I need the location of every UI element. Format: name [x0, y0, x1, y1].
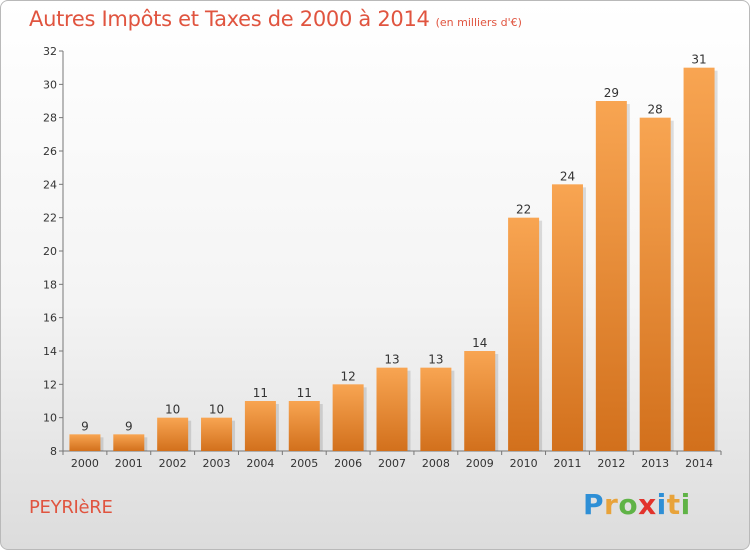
bar[interactable]	[69, 434, 101, 451]
bar-value-label: 9	[125, 419, 133, 433]
x-tick-label: 2012	[597, 457, 625, 470]
proxiti-logo[interactable]: Proxiti	[583, 488, 691, 521]
y-tick-label: 8	[50, 445, 57, 458]
logo-letter: o	[618, 488, 639, 521]
bar-value-label: 31	[691, 53, 706, 67]
x-tick-label: 2002	[159, 457, 187, 470]
x-tick-label: 2006	[334, 457, 362, 470]
bar[interactable]	[332, 384, 364, 451]
y-tick-label: 18	[43, 278, 57, 291]
logo-letter: i	[680, 488, 691, 521]
x-tick-label: 2009	[466, 457, 494, 470]
x-tick-label: 2013	[641, 457, 669, 470]
bars	[69, 67, 718, 452]
bar-value-label: 28	[648, 103, 663, 117]
y-tick-label: 22	[43, 212, 57, 225]
bar-value-label: 13	[384, 353, 399, 367]
bar-value-label: 11	[253, 386, 268, 400]
bar-value-label: 12	[340, 369, 355, 383]
bar-value-label: 11	[297, 386, 312, 400]
bar[interactable]	[201, 417, 233, 451]
bar[interactable]	[595, 101, 627, 451]
bar[interactable]	[420, 367, 452, 451]
bar-value-label: 24	[560, 169, 575, 183]
y-tick-label: 32	[43, 45, 57, 58]
logo-letter: r	[604, 488, 619, 521]
x-tick-label: 2001	[115, 457, 143, 470]
x-tick-label: 2010	[510, 457, 538, 470]
data-labels: 9 9 10 10 11 11 12 13 13 14 22 24 29 28 31	[81, 53, 707, 434]
y-tick-label: 12	[43, 378, 57, 391]
bar[interactable]	[376, 367, 408, 451]
x-tick-label: 2005	[290, 457, 318, 470]
x-tick-label: 2008	[422, 457, 450, 470]
y-tick-label: 26	[43, 145, 57, 158]
y-tick-label: 20	[43, 245, 57, 258]
y-tick-label: 28	[43, 112, 57, 125]
bar-value-label: 14	[472, 336, 487, 350]
bar-value-label: 22	[516, 203, 531, 217]
bar[interactable]	[551, 184, 583, 452]
bar-value-label: 10	[165, 403, 180, 417]
bar[interactable]	[157, 417, 189, 451]
y-tick-label: 10	[43, 412, 57, 425]
x-tick-label: 2004	[246, 457, 274, 470]
x-tick-label: 2007	[378, 457, 406, 470]
x-tick-label: 2011	[553, 457, 581, 470]
bar[interactable]	[288, 401, 320, 451]
bar[interactable]	[683, 67, 715, 452]
logo-letter: i	[656, 488, 667, 521]
x-tick-label: 2014	[685, 457, 713, 470]
bar[interactable]	[639, 117, 671, 452]
commune-name: PEYRIèRE	[29, 497, 113, 518]
chart-unit: (en milliers d'€)	[435, 16, 522, 29]
y-tick-label: 24	[43, 178, 57, 191]
bar[interactable]	[508, 217, 540, 451]
chart-title: Autres Impôts et Taxes de 2000 à 2014	[29, 7, 430, 31]
bar[interactable]	[113, 434, 145, 451]
logo-letter: P	[583, 488, 605, 521]
bar[interactable]	[464, 351, 496, 451]
chart-title-row: Autres Impôts et Taxes de 2000 à 2014 (en…	[29, 7, 522, 31]
y-tick-label: 16	[43, 312, 57, 325]
x-tick-label: 2003	[203, 457, 231, 470]
bar[interactable]	[244, 401, 276, 451]
bar-value-label: 9	[81, 419, 89, 433]
bar-value-label: 29	[604, 86, 619, 100]
logo-letter: t	[666, 488, 681, 521]
logo-letter: x	[638, 488, 657, 521]
bar-value-label: 10	[209, 403, 224, 417]
y-tick-label: 14	[43, 345, 57, 358]
bar-value-label: 13	[428, 353, 443, 367]
axes: 8 10 12 14 16 18 20 22 24 26 28 30 32 2000 2001 2002 200…	[43, 45, 722, 470]
y-tick-label: 30	[43, 78, 57, 91]
x-tick-label: 2000	[71, 457, 99, 470]
